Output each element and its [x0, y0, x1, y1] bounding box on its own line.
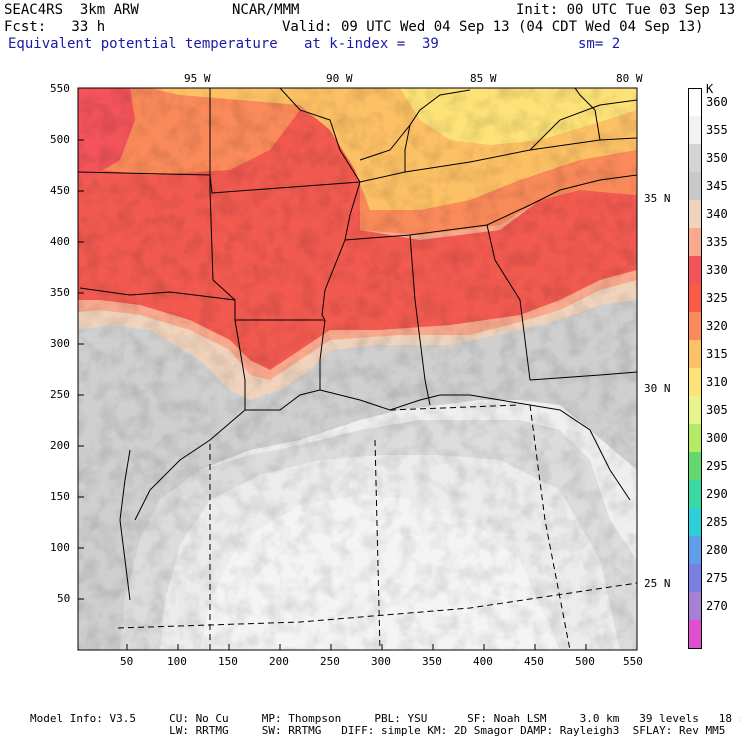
- colorbar-swatch: [688, 564, 702, 592]
- colorbar-swatch: [688, 620, 702, 649]
- theta-e-field: [78, 88, 637, 650]
- x-tick-label: 450: [524, 655, 544, 668]
- colorbar-swatch: [688, 116, 702, 144]
- lon-label-85w: 85 W: [470, 72, 497, 85]
- forecast-hour: Fcst: 33 h: [4, 19, 106, 35]
- colorbar-label: 330: [706, 263, 728, 277]
- colorbar-swatch: [688, 536, 702, 564]
- colorbar-swatch: [688, 88, 702, 117]
- y-tick-label: 100: [50, 541, 70, 554]
- colorbar-label: 270: [706, 599, 728, 613]
- colorbar-swatch: [688, 228, 702, 256]
- model-info-line2: LW: RRTMG SW: RRTMG DIFF: simple KM: 2D …: [30, 724, 726, 737]
- colorbar-swatch: [688, 256, 702, 284]
- y-tick-label: 400: [50, 235, 70, 248]
- y-tick-label: 500: [50, 133, 70, 146]
- y-tick-label: 350: [50, 286, 70, 299]
- state-borders: [78, 88, 637, 601]
- boundary-lines: [117, 404, 637, 650]
- lon-label-90w: 90 W: [326, 72, 353, 85]
- x-tick-label: 50: [120, 655, 134, 668]
- colorbar-label: 285: [706, 515, 728, 529]
- lat-label-30n: 30 N: [644, 382, 671, 395]
- y-tick-label: 150: [50, 490, 70, 503]
- colorbar-label: 315: [706, 347, 728, 361]
- colorbar-swatch: [688, 480, 702, 508]
- org-label: NCAR/MMM: [232, 2, 300, 18]
- colorbar-label: 275: [706, 571, 728, 585]
- init-time: Init: 00 UTC Tue 03 Sep 13: [516, 2, 736, 18]
- y-tick-label: 250: [50, 388, 70, 401]
- colorbar-swatch: [688, 284, 702, 312]
- colorbar-label: 335: [706, 235, 728, 249]
- valid-time: Valid: 09 UTC Wed 04 Sep 13 (04 CDT Wed …: [282, 19, 704, 35]
- x-tick-label: 200: [269, 655, 289, 668]
- x-tick-label: 350: [422, 655, 442, 668]
- colorbar-label: 295: [706, 459, 728, 473]
- y-tick-label: 450: [50, 184, 70, 197]
- plot-frame: [77, 87, 638, 651]
- y-tick-label: 50: [57, 592, 71, 605]
- x-tick-label: 500: [575, 655, 595, 668]
- colorbar-swatch: [688, 368, 702, 396]
- colorbar-swatch: [688, 200, 702, 228]
- x-tick-label: 150: [218, 655, 238, 668]
- colorbar-label: 320: [706, 319, 728, 333]
- x-tick-label: 550: [623, 655, 643, 668]
- tick-marks: [78, 139, 587, 650]
- smoothing-label: sm= 2: [578, 36, 621, 52]
- x-tick-label: 100: [167, 655, 187, 668]
- colorbar-swatch: [688, 172, 702, 200]
- colorbar-unit: K: [706, 82, 714, 96]
- y-tick-label: 200: [50, 439, 70, 452]
- lon-label-95w: 95 W: [184, 72, 211, 85]
- model-info-line1: Model Info: V3.5 CU: No Cu MP: Thompson …: [30, 712, 740, 725]
- colorbar-label: 355: [706, 123, 728, 137]
- colorbar-label: 340: [706, 207, 728, 221]
- colorbar-swatch: [688, 396, 702, 424]
- x-tick-label: 400: [473, 655, 493, 668]
- x-tick-label: 250: [320, 655, 340, 668]
- y-tick-label: 300: [50, 337, 70, 350]
- colorbar-label: 345: [706, 179, 728, 193]
- colorbar-label: 360: [706, 95, 728, 109]
- lon-label-80w: 80 W: [616, 72, 643, 85]
- field-name: Equivalent potential temperature: [8, 36, 278, 52]
- lat-label-35n: 35 N: [644, 192, 671, 205]
- colorbar-label: 310: [706, 375, 728, 389]
- colorbar-swatch: [688, 144, 702, 172]
- colorbar-swatch: [688, 508, 702, 536]
- model-title: SEAC4RS 3km ARW: [4, 2, 139, 18]
- colorbar-swatch: [688, 312, 702, 340]
- x-tick-label: 300: [371, 655, 391, 668]
- colorbar-swatch: [688, 340, 702, 368]
- colorbar-swatch: [688, 424, 702, 452]
- colorbar-label: 350: [706, 151, 728, 165]
- lat-label-25n: 25 N: [644, 577, 671, 590]
- level-label: at k-index = 39: [304, 36, 439, 52]
- colorbar-label: 290: [706, 487, 728, 501]
- colorbar-swatch: [688, 452, 702, 480]
- colorbar-label: 300: [706, 431, 728, 445]
- colorbar-label: 280: [706, 543, 728, 557]
- colorbar-swatch: [688, 592, 702, 620]
- colorbar-label: 305: [706, 403, 728, 417]
- y-tick-label: 550: [50, 82, 70, 95]
- colorbar-label: 325: [706, 291, 728, 305]
